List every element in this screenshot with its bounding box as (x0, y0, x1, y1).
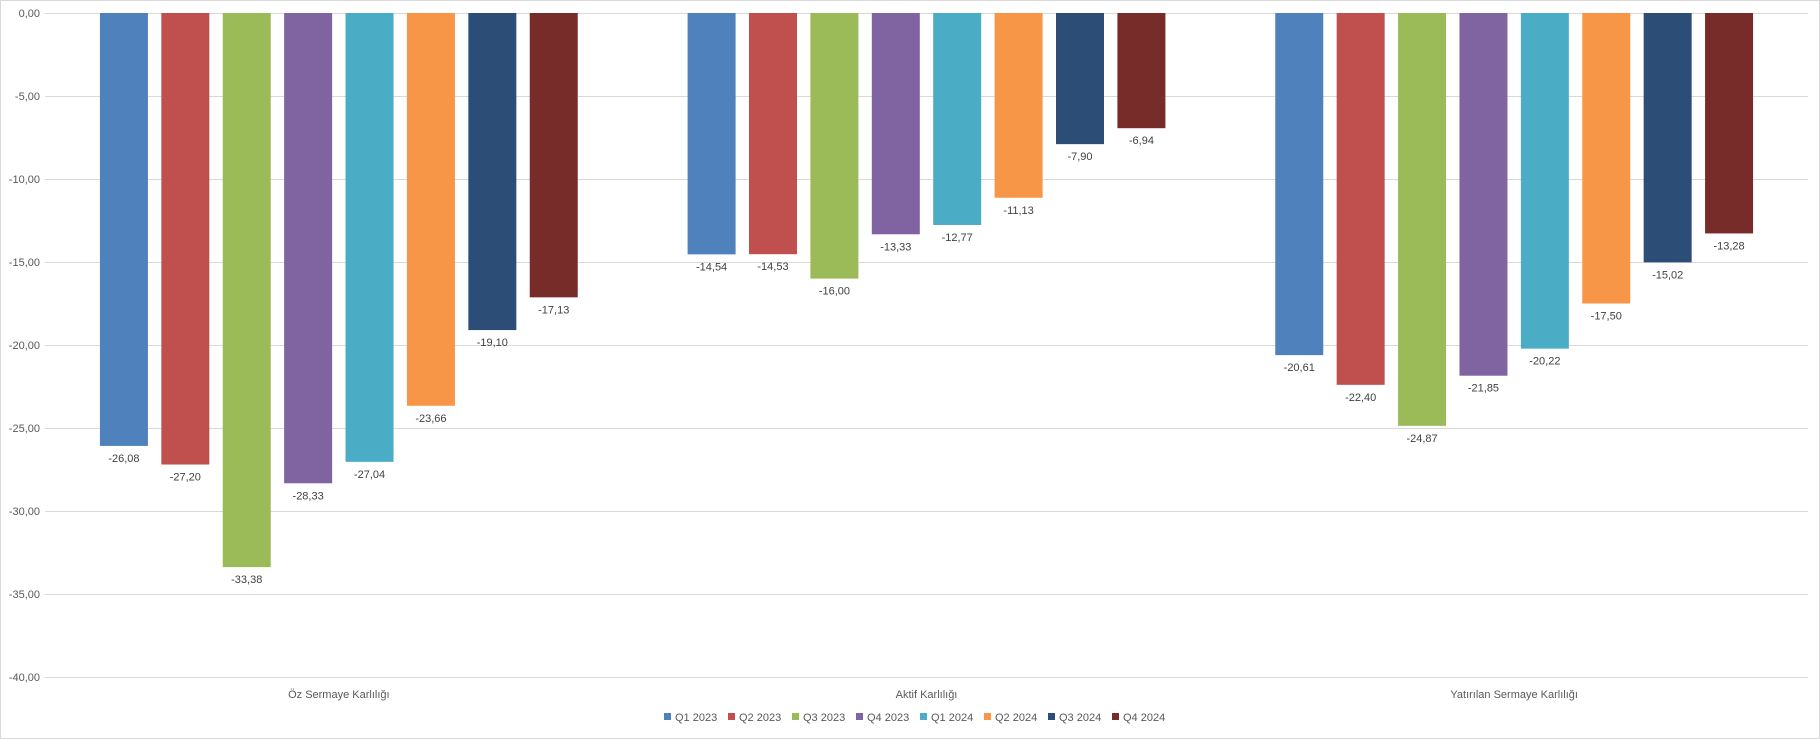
bar (994, 13, 1043, 198)
data-label: -19,10 (477, 337, 508, 349)
data-label: -23,66 (415, 413, 446, 425)
data-label: -20,61 (1284, 362, 1315, 374)
y-tick-label: 0,00 (19, 8, 40, 20)
legend-label: Q4 2023 (867, 712, 909, 724)
bar (284, 13, 333, 484)
bar (99, 13, 148, 446)
y-tick-label: -35,00 (9, 589, 40, 601)
data-label: -33,38 (231, 574, 262, 586)
data-label: -15,02 (1652, 269, 1683, 281)
data-label: -22,40 (1345, 392, 1376, 404)
bar (1643, 13, 1692, 263)
legend-label: Q2 2024 (995, 712, 1037, 724)
x-category-label: Aktif Karlılığı (896, 689, 958, 701)
x-category-label: Yatırılan Sermaye Karlılığı (1450, 689, 1578, 701)
data-label: -14,53 (757, 261, 788, 273)
data-label: -7,90 (1067, 151, 1092, 163)
y-tick-label: -5,00 (15, 91, 40, 103)
data-label: -13,33 (880, 241, 911, 253)
data-labels: -26,08 -27,20 -33,38 -28,33 -27,04 -23,66 -19,… (108, 135, 1744, 586)
legend-swatch (984, 713, 991, 720)
bar (1117, 13, 1166, 129)
legend-swatch (920, 713, 927, 720)
y-axis: 0,00 -5,00 -10,00 -15,00 -20,00 -25,00 -30,00 -… (9, 8, 40, 684)
data-label: -17,50 (1591, 311, 1622, 323)
bars (99, 13, 1754, 568)
legend-swatch (1112, 713, 1119, 720)
data-label: -12,77 (942, 232, 973, 244)
data-label: -27,04 (354, 469, 385, 481)
bar (1056, 13, 1104, 145)
x-axis: Öz Sermaye Karlılığı Aktif Karlılığı Yatır… (288, 689, 1578, 701)
data-label: -16,00 (819, 286, 850, 298)
legend-label: Q1 2023 (675, 712, 717, 724)
legend-label: Q3 2023 (803, 712, 845, 724)
bar (1459, 13, 1508, 376)
data-label: -26,08 (108, 453, 139, 465)
data-label: -20,22 (1529, 356, 1560, 368)
data-label: -6,94 (1129, 135, 1154, 147)
bar (222, 13, 271, 568)
legend-swatch (728, 713, 735, 720)
bar (749, 13, 797, 255)
data-label: -13,28 (1713, 240, 1744, 252)
bar (529, 13, 578, 298)
bar (468, 13, 517, 331)
bar (810, 13, 859, 279)
legend-label: Q3 2024 (1059, 712, 1101, 724)
data-label: -27,20 (170, 472, 201, 484)
data-label: -17,13 (538, 304, 569, 316)
legend-swatch (792, 713, 799, 720)
data-label: -11,13 (1003, 205, 1033, 217)
y-tick-label: -40,00 (9, 672, 40, 684)
legend-label: Q1 2024 (931, 712, 973, 724)
x-category-label: Öz Sermaye Karlılığı (288, 689, 389, 701)
bar (933, 13, 982, 225)
y-tick-label: -25,00 (9, 423, 40, 435)
bar (871, 13, 920, 235)
bar (1520, 13, 1569, 349)
bar (1705, 13, 1754, 234)
legend-swatch (856, 713, 863, 720)
bar (1582, 13, 1631, 304)
bar (1336, 13, 1385, 385)
legend-swatch (1048, 713, 1055, 720)
gridlines (45, 13, 1808, 678)
bar (687, 13, 736, 255)
legend-swatch (664, 713, 671, 720)
bar (1398, 13, 1447, 426)
data-label: -14,54 (696, 261, 727, 273)
bar (1275, 13, 1324, 356)
y-tick-label: -15,00 (9, 257, 40, 269)
data-label: -28,33 (293, 490, 324, 502)
bar (345, 13, 394, 462)
data-label: -24,87 (1406, 433, 1437, 445)
bar (406, 13, 455, 406)
data-label: -21,85 (1468, 383, 1499, 395)
legend: Q1 2023 Q2 2023 Q3 2023 Q4 2023 Q1 2024 Q2 20… (664, 712, 1165, 724)
legend-label: Q2 2023 (739, 712, 781, 724)
y-tick-label: -30,00 (9, 506, 40, 518)
legend-label: Q4 2024 (1123, 712, 1165, 724)
y-tick-label: -20,00 (9, 340, 40, 352)
y-tick-label: -10,00 (9, 174, 40, 186)
bar (161, 13, 210, 465)
